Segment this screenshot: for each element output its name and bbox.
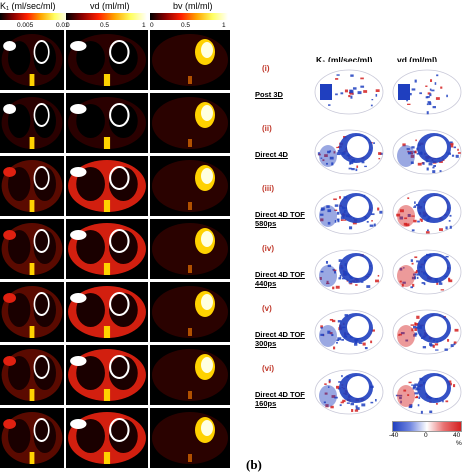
panel-b-row-numeral-3: (iii) (262, 184, 274, 193)
panel-a-map-r1-bv (150, 30, 230, 90)
panel-a-map-r5-vd (66, 282, 148, 342)
panel-a-map-r6-bv (150, 345, 230, 405)
vd-tick-1: 0.5 (100, 22, 110, 29)
panel-a-map-r2-vd (66, 93, 148, 153)
diff-tick-neg: -40 (389, 432, 399, 439)
diff-unit: % (456, 440, 462, 447)
panel-b-row-label-5: Direct 4D TOF 300ps (255, 330, 305, 348)
panel-b-map-r3-k1 (312, 182, 386, 238)
panel-b-map-r3-vd (390, 182, 464, 238)
panel-a-map-r4-bv (150, 219, 230, 279)
panel-b-map-r1-vd (390, 62, 464, 118)
panel-a-map-r3-bv (150, 156, 230, 216)
panel-a-map-r5-k1 (0, 282, 64, 342)
panel-b-map-r6-k1 (312, 362, 386, 418)
vd-header-b: vd (ml/ml) (397, 55, 438, 65)
k1-header-b: K₁ (ml/sec/ml) (316, 55, 373, 65)
k1-tick-1: 0.005 (17, 22, 34, 29)
panel-b-row-numeral-2: (ii) (262, 124, 272, 133)
panel-b-map-r5-vd (390, 302, 464, 358)
panel-a-map-r3-vd (66, 156, 148, 216)
panel-b-row-label-3: Direct 4D TOF 580ps (255, 210, 305, 228)
bv-tick-0: 0 (150, 22, 154, 29)
bv-header-a: bv (ml/ml) (173, 1, 213, 11)
panel-b-map-r4-vd (390, 242, 464, 298)
panel-b-map-r2-k1 (312, 122, 386, 178)
k1-header-a: K₁ (ml/sec/ml) (0, 1, 56, 11)
panel-a-map-r1-k1 (0, 30, 64, 90)
panel-a-map-r5-bv (150, 282, 230, 342)
panel-a-map-r6-k1 (0, 345, 64, 405)
diff-colorbar (392, 421, 462, 432)
panel-a-map-r7-k1 (0, 408, 64, 468)
vd-colorbar (66, 13, 147, 20)
panel-a-map-r3-k1 (0, 156, 64, 216)
panel-b-map-r4-k1 (312, 242, 386, 298)
k1-colorbar (0, 13, 68, 20)
panel-b-row-label-2: Direct 4D (255, 150, 288, 159)
diff-tick-zero: 0 (424, 432, 428, 439)
diff-tick-pos: 40 (453, 432, 461, 439)
vd-tick-2: 1 (142, 22, 146, 29)
vd-tick-0: 0 (66, 22, 70, 29)
panel-b-label: (b) (246, 457, 262, 472)
panel-a-map-r7-bv (150, 408, 230, 468)
panel-a-map-r4-vd (66, 219, 148, 279)
panel-a-map-r1-vd (66, 30, 148, 90)
bv-colorbar (150, 13, 228, 20)
panel-a-map-r4-k1 (0, 219, 64, 279)
panel-b-row-label-6: Direct 4D TOF 160ps (255, 390, 305, 408)
panel-b-map-r1-k1 (312, 62, 386, 118)
bv-tick-2: 1 (222, 22, 226, 29)
panel-a-map-r6-vd (66, 345, 148, 405)
panel-b-row-numeral-5: (v) (262, 304, 272, 313)
panel-b-map-r2-vd (390, 122, 464, 178)
panel-b-row-label-4: Direct 4D TOF 440ps (255, 270, 305, 288)
bv-tick-1: 0.5 (181, 22, 191, 29)
panel-b-row-numeral-1: (i) (262, 64, 270, 73)
panel-b-row-numeral-4: (iv) (262, 244, 274, 253)
panel-a-map-r2-bv (150, 93, 230, 153)
panel-b-row-numeral-6: (vi) (262, 364, 274, 373)
panel-b-map-r6-vd (390, 362, 464, 418)
panel-b-map-r5-k1 (312, 302, 386, 358)
panel-a-map-r2-k1 (0, 93, 64, 153)
vd-header-a: vd (ml/ml) (90, 1, 130, 11)
k1-tick-2: 0.01 (56, 22, 69, 29)
panel-b-row-label-1: Post 3D (255, 90, 283, 99)
panel-a-map-r7-vd (66, 408, 148, 468)
